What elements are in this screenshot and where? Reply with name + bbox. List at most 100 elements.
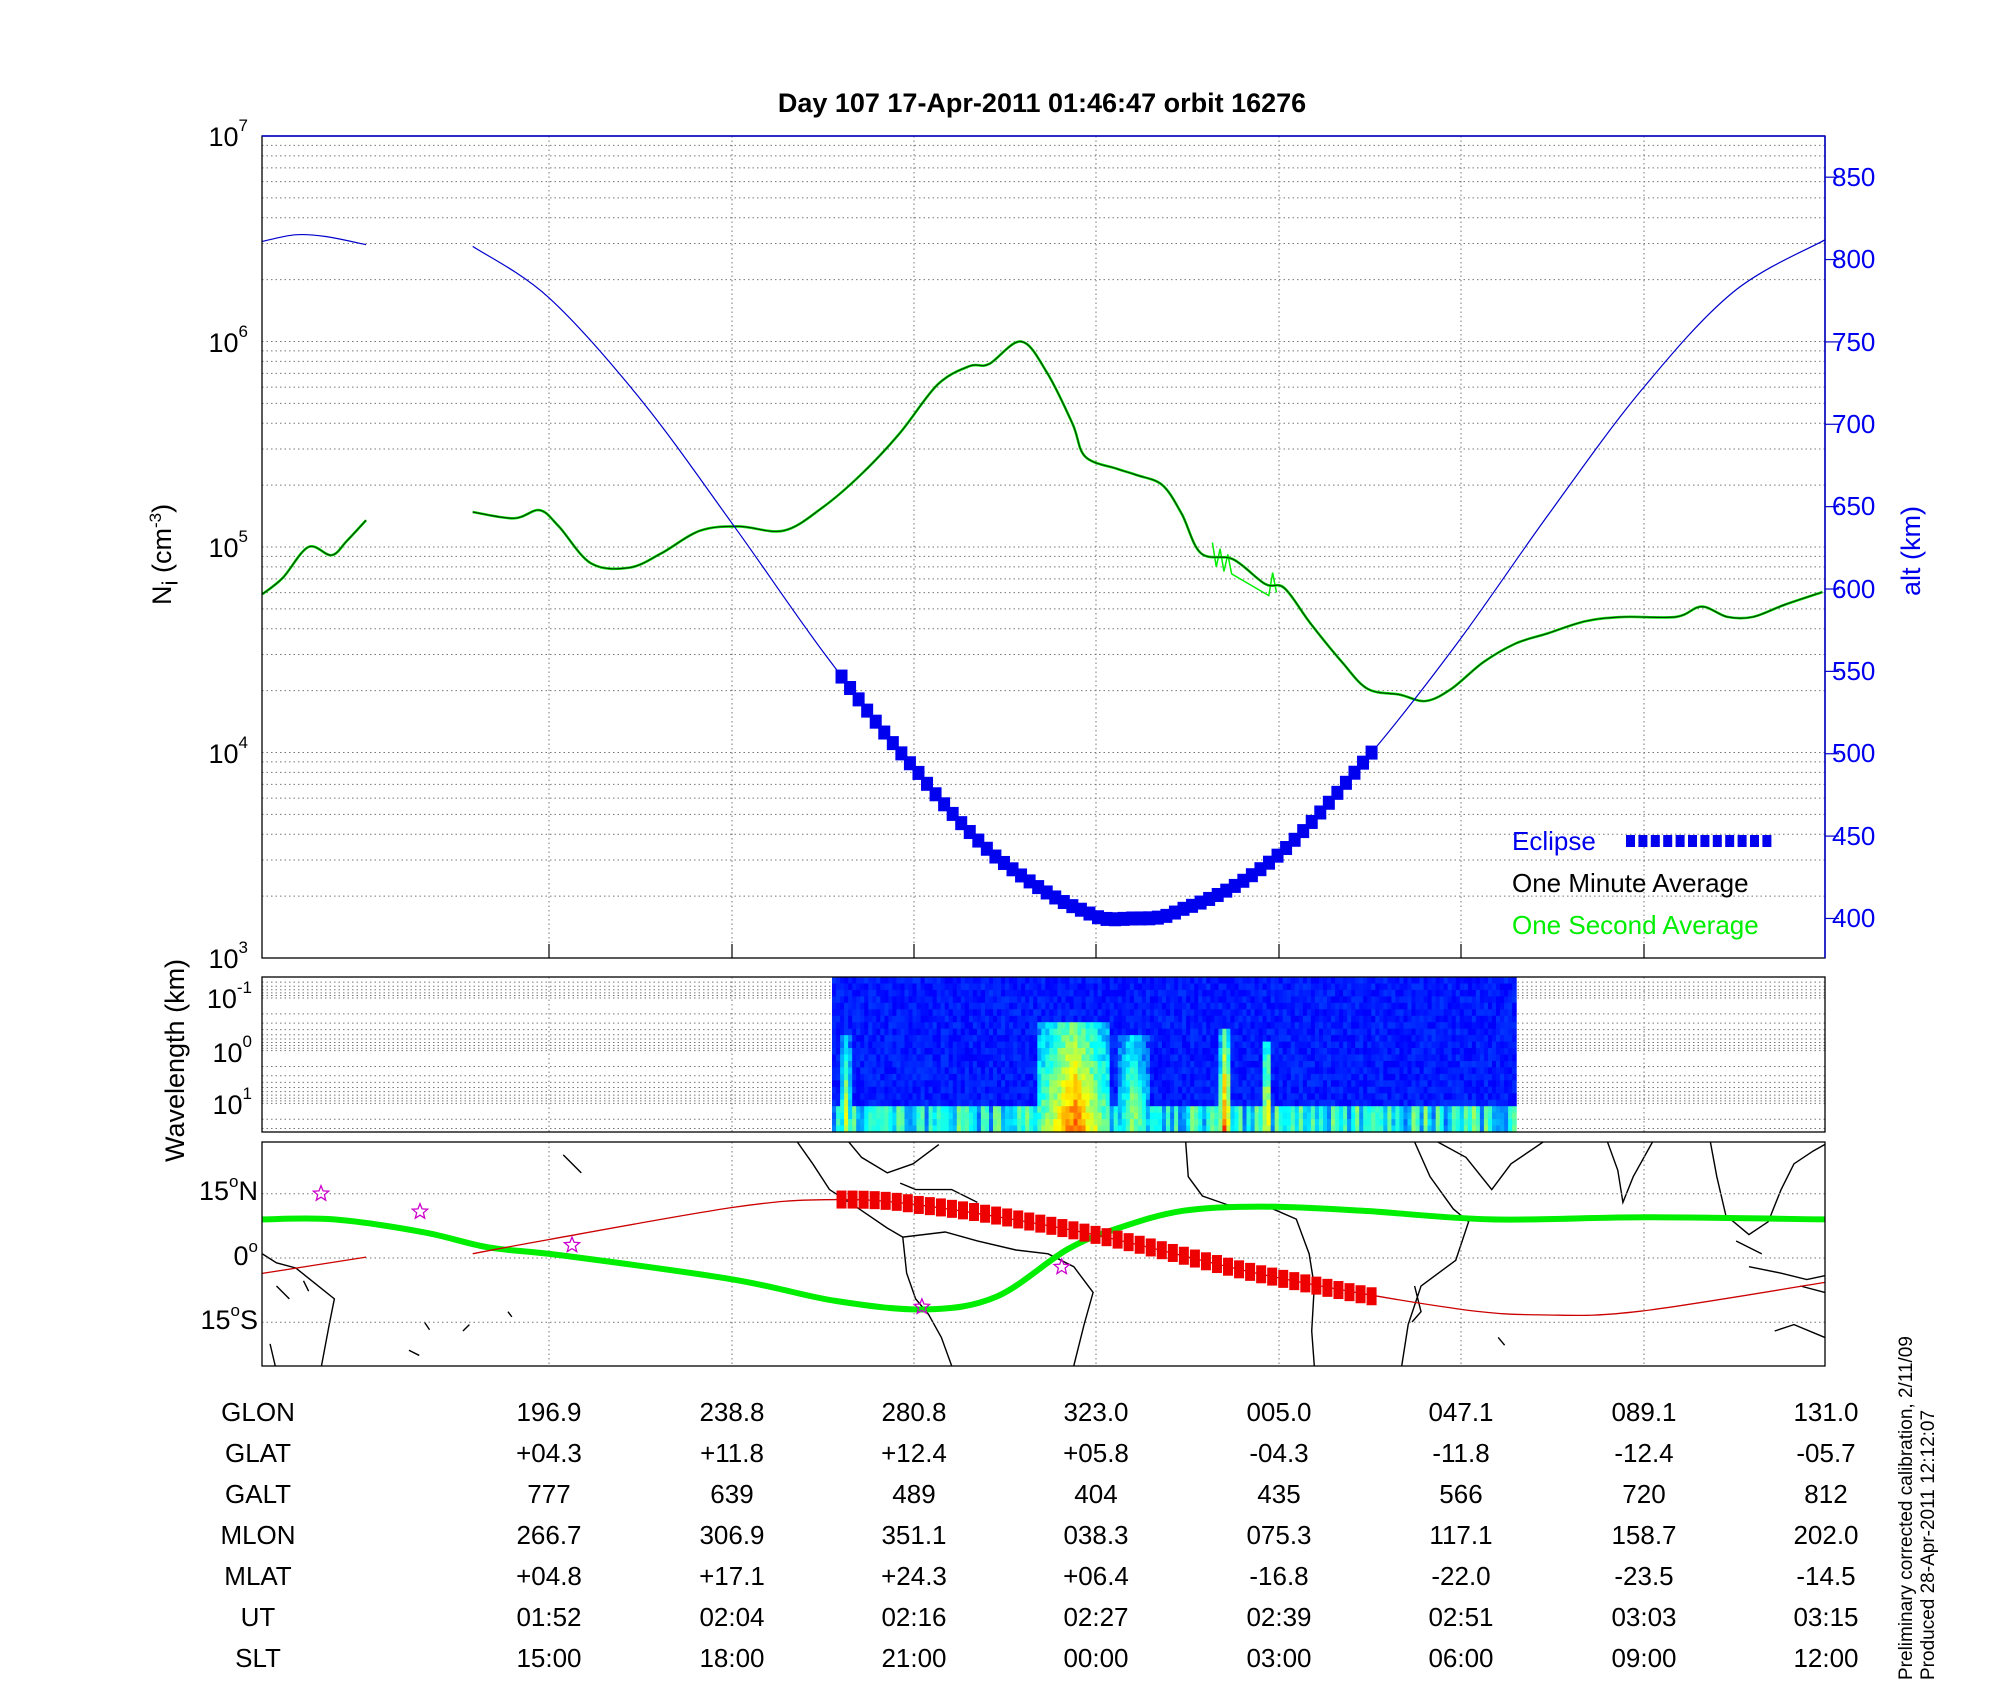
spectrogram-cell <box>1431 983 1437 991</box>
spectrogram-cell <box>1310 1125 1316 1133</box>
spectrogram-cell <box>844 983 849 991</box>
spectrogram-cell <box>989 1106 994 1114</box>
spectrogram-cell <box>1387 1073 1392 1081</box>
spectrogram-cell <box>956 1099 962 1107</box>
table-cell: +17.1 <box>699 1561 765 1591</box>
spectrogram-cell <box>1121 989 1127 997</box>
spectrogram-cell <box>1065 1067 1070 1075</box>
spectrogram-cell <box>892 1119 897 1127</box>
spectrogram-cell <box>1061 1048 1066 1056</box>
spectrogram-cell <box>976 1009 982 1017</box>
spectrogram-cell <box>904 1009 910 1017</box>
tick-exp: 3 <box>238 938 248 957</box>
spectrogram-cell <box>1093 1002 1099 1010</box>
spectrogram-cell <box>1455 1048 1461 1056</box>
spectrogram-cell <box>980 1080 986 1088</box>
spectrogram-cell <box>1407 1028 1413 1036</box>
spectrogram-cell <box>1286 1002 1292 1010</box>
spectrogram-cell <box>1069 1035 1075 1043</box>
spectrogram-cell <box>1467 1112 1473 1120</box>
spectrogram-cell <box>840 1086 845 1094</box>
spectrogram-cell <box>1226 996 1231 1004</box>
spectrogram-cell <box>896 1112 901 1120</box>
spectrogram-cell <box>1013 1112 1018 1120</box>
spectrogram-cell <box>1077 1028 1083 1036</box>
spectrogram-cell <box>1210 1073 1215 1081</box>
spectrogram-cell <box>1467 1125 1473 1133</box>
spectrogram-cell <box>1423 1009 1429 1017</box>
spectrogram-cell <box>1331 977 1336 985</box>
spectrogram-cell <box>1415 996 1421 1004</box>
spectrogram-cell <box>1427 1119 1433 1127</box>
spectrogram-cell <box>1274 1093 1280 1101</box>
spectrogram-cell <box>1294 1054 1300 1062</box>
spectrogram-cell <box>1194 1022 1199 1030</box>
spectrogram-cell <box>1310 1093 1316 1101</box>
spectrogram-cell <box>1488 1028 1493 1036</box>
spectrogram-cell <box>1069 1022 1075 1030</box>
spectrogram-cell <box>1137 1061 1143 1069</box>
spectrogram-cell <box>936 977 942 985</box>
spectrogram-cell <box>1483 1022 1489 1030</box>
spectrogram-cell <box>932 1015 938 1023</box>
spectrogram-cell <box>1206 1054 1211 1062</box>
spectrogram-cell <box>1089 996 1095 1004</box>
spectrogram-cell <box>1129 1048 1135 1056</box>
spectrogram-cell <box>1166 1028 1171 1036</box>
spectrogram-cell <box>1045 983 1050 991</box>
table-cell: 21:00 <box>881 1643 947 1673</box>
spectrogram-cell <box>1077 1009 1083 1017</box>
spectrogram-cell <box>1306 989 1312 997</box>
spectrogram-cell <box>928 989 934 997</box>
spectrogram-cell <box>844 1093 849 1101</box>
spectrogram-cell <box>1113 989 1119 997</box>
spectrogram-cell <box>1133 983 1139 991</box>
spectrogram-cell <box>1005 1119 1010 1127</box>
spectrogram-cell <box>880 1086 885 1094</box>
spectrogram-cell <box>1504 1041 1509 1049</box>
spectrogram-cell <box>964 996 970 1004</box>
spectrogram-cell <box>1488 977 1493 985</box>
spectrogram-cell <box>1093 1099 1099 1107</box>
spectrogram-cell <box>1391 983 1396 991</box>
spectrogram-cell <box>1399 977 1404 985</box>
spectrogram-cell <box>940 989 946 997</box>
spectrogram-cell <box>1319 1041 1324 1049</box>
spectrogram-cell <box>964 989 970 997</box>
spectrogram-cell <box>985 1061 990 1069</box>
spectrogram-cell <box>1117 996 1123 1004</box>
spectrogram-cell <box>1254 977 1260 985</box>
spectrogram-cell <box>932 1106 938 1114</box>
spectrogram-cell <box>1339 1086 1344 1094</box>
spectrogram-cell <box>1278 1048 1284 1056</box>
tick-deg: 15 <box>198 1176 230 1206</box>
spectrogram-cell <box>1383 1061 1388 1069</box>
tick-exp: -1 <box>236 978 252 997</box>
spectrogram-cell <box>836 1028 841 1036</box>
spectrogram-cell <box>1443 1061 1449 1069</box>
spectrogram-cell <box>1492 983 1497 991</box>
spectrogram-cell <box>1162 1022 1167 1030</box>
spectrogram-cell <box>1049 1119 1054 1127</box>
spectrogram-cell <box>1210 996 1215 1004</box>
spectrogram-cell <box>864 1119 869 1127</box>
spectrogram-cell <box>1029 1035 1034 1043</box>
spectrogram-cell <box>920 1054 926 1062</box>
spectrogram-cell <box>1206 1022 1211 1030</box>
spectrogram-cell <box>1178 1125 1183 1133</box>
spectrogram-cell <box>1488 996 1493 1004</box>
spectrogram-cell <box>1319 996 1324 1004</box>
spectrogram-cell <box>997 1112 1002 1120</box>
spectrogram-cell <box>1455 1028 1461 1036</box>
spectrogram-cell <box>1266 983 1272 991</box>
spectrogram-cell <box>1101 1054 1107 1062</box>
spectrogram-cell <box>1242 977 1248 985</box>
spectrogram-cell <box>1190 1035 1195 1043</box>
spectrogram-cell <box>1508 1009 1513 1017</box>
spectrogram-cell <box>1133 989 1139 997</box>
spectrogram-cell <box>1415 1106 1421 1114</box>
spectrogram-cell <box>888 1054 893 1062</box>
spectrogram-cell <box>1053 1086 1058 1094</box>
spectrogram-cell <box>1158 1009 1163 1017</box>
spectrogram-cell <box>1323 1022 1328 1030</box>
